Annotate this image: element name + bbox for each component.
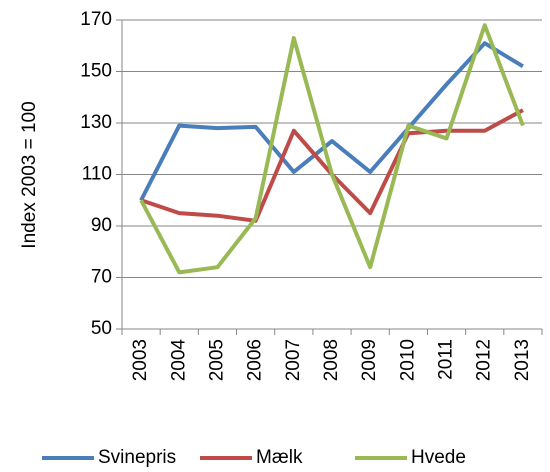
y-tick-label: 110 — [82, 164, 112, 185]
x-tick-label: 2004 — [168, 339, 189, 382]
y-tick-label: 150 — [80, 61, 112, 82]
y-tick-label: 50 — [91, 318, 112, 339]
y-tick-label: 130 — [80, 112, 112, 133]
x-tick-label: 2011 — [436, 339, 457, 380]
x-tick-label: 2012 — [474, 339, 495, 381]
series-line — [139, 23, 525, 275]
legend-label: Hvede — [411, 447, 466, 468]
series-line — [139, 41, 524, 202]
x-tick-label: 2003 — [130, 339, 151, 381]
y-tick-label: 70 — [91, 267, 112, 288]
y-axis-label: Index 2003 = 100 — [19, 101, 40, 248]
x-tick-label: 2008 — [321, 339, 342, 381]
x-tick-label: 2007 — [283, 339, 304, 381]
legend-label: Svinepris — [98, 447, 176, 468]
y-tick-label: 90 — [91, 215, 112, 236]
legend-label: Mælk — [256, 447, 303, 468]
x-tick-label: 2009 — [359, 339, 380, 381]
x-tick-label: 2006 — [245, 339, 266, 381]
x-tick-label: 2005 — [206, 339, 227, 381]
x-tick-label: 2010 — [397, 339, 418, 381]
x-tick-label: 2013 — [512, 339, 533, 381]
y-tick-label: 170 — [80, 9, 112, 30]
